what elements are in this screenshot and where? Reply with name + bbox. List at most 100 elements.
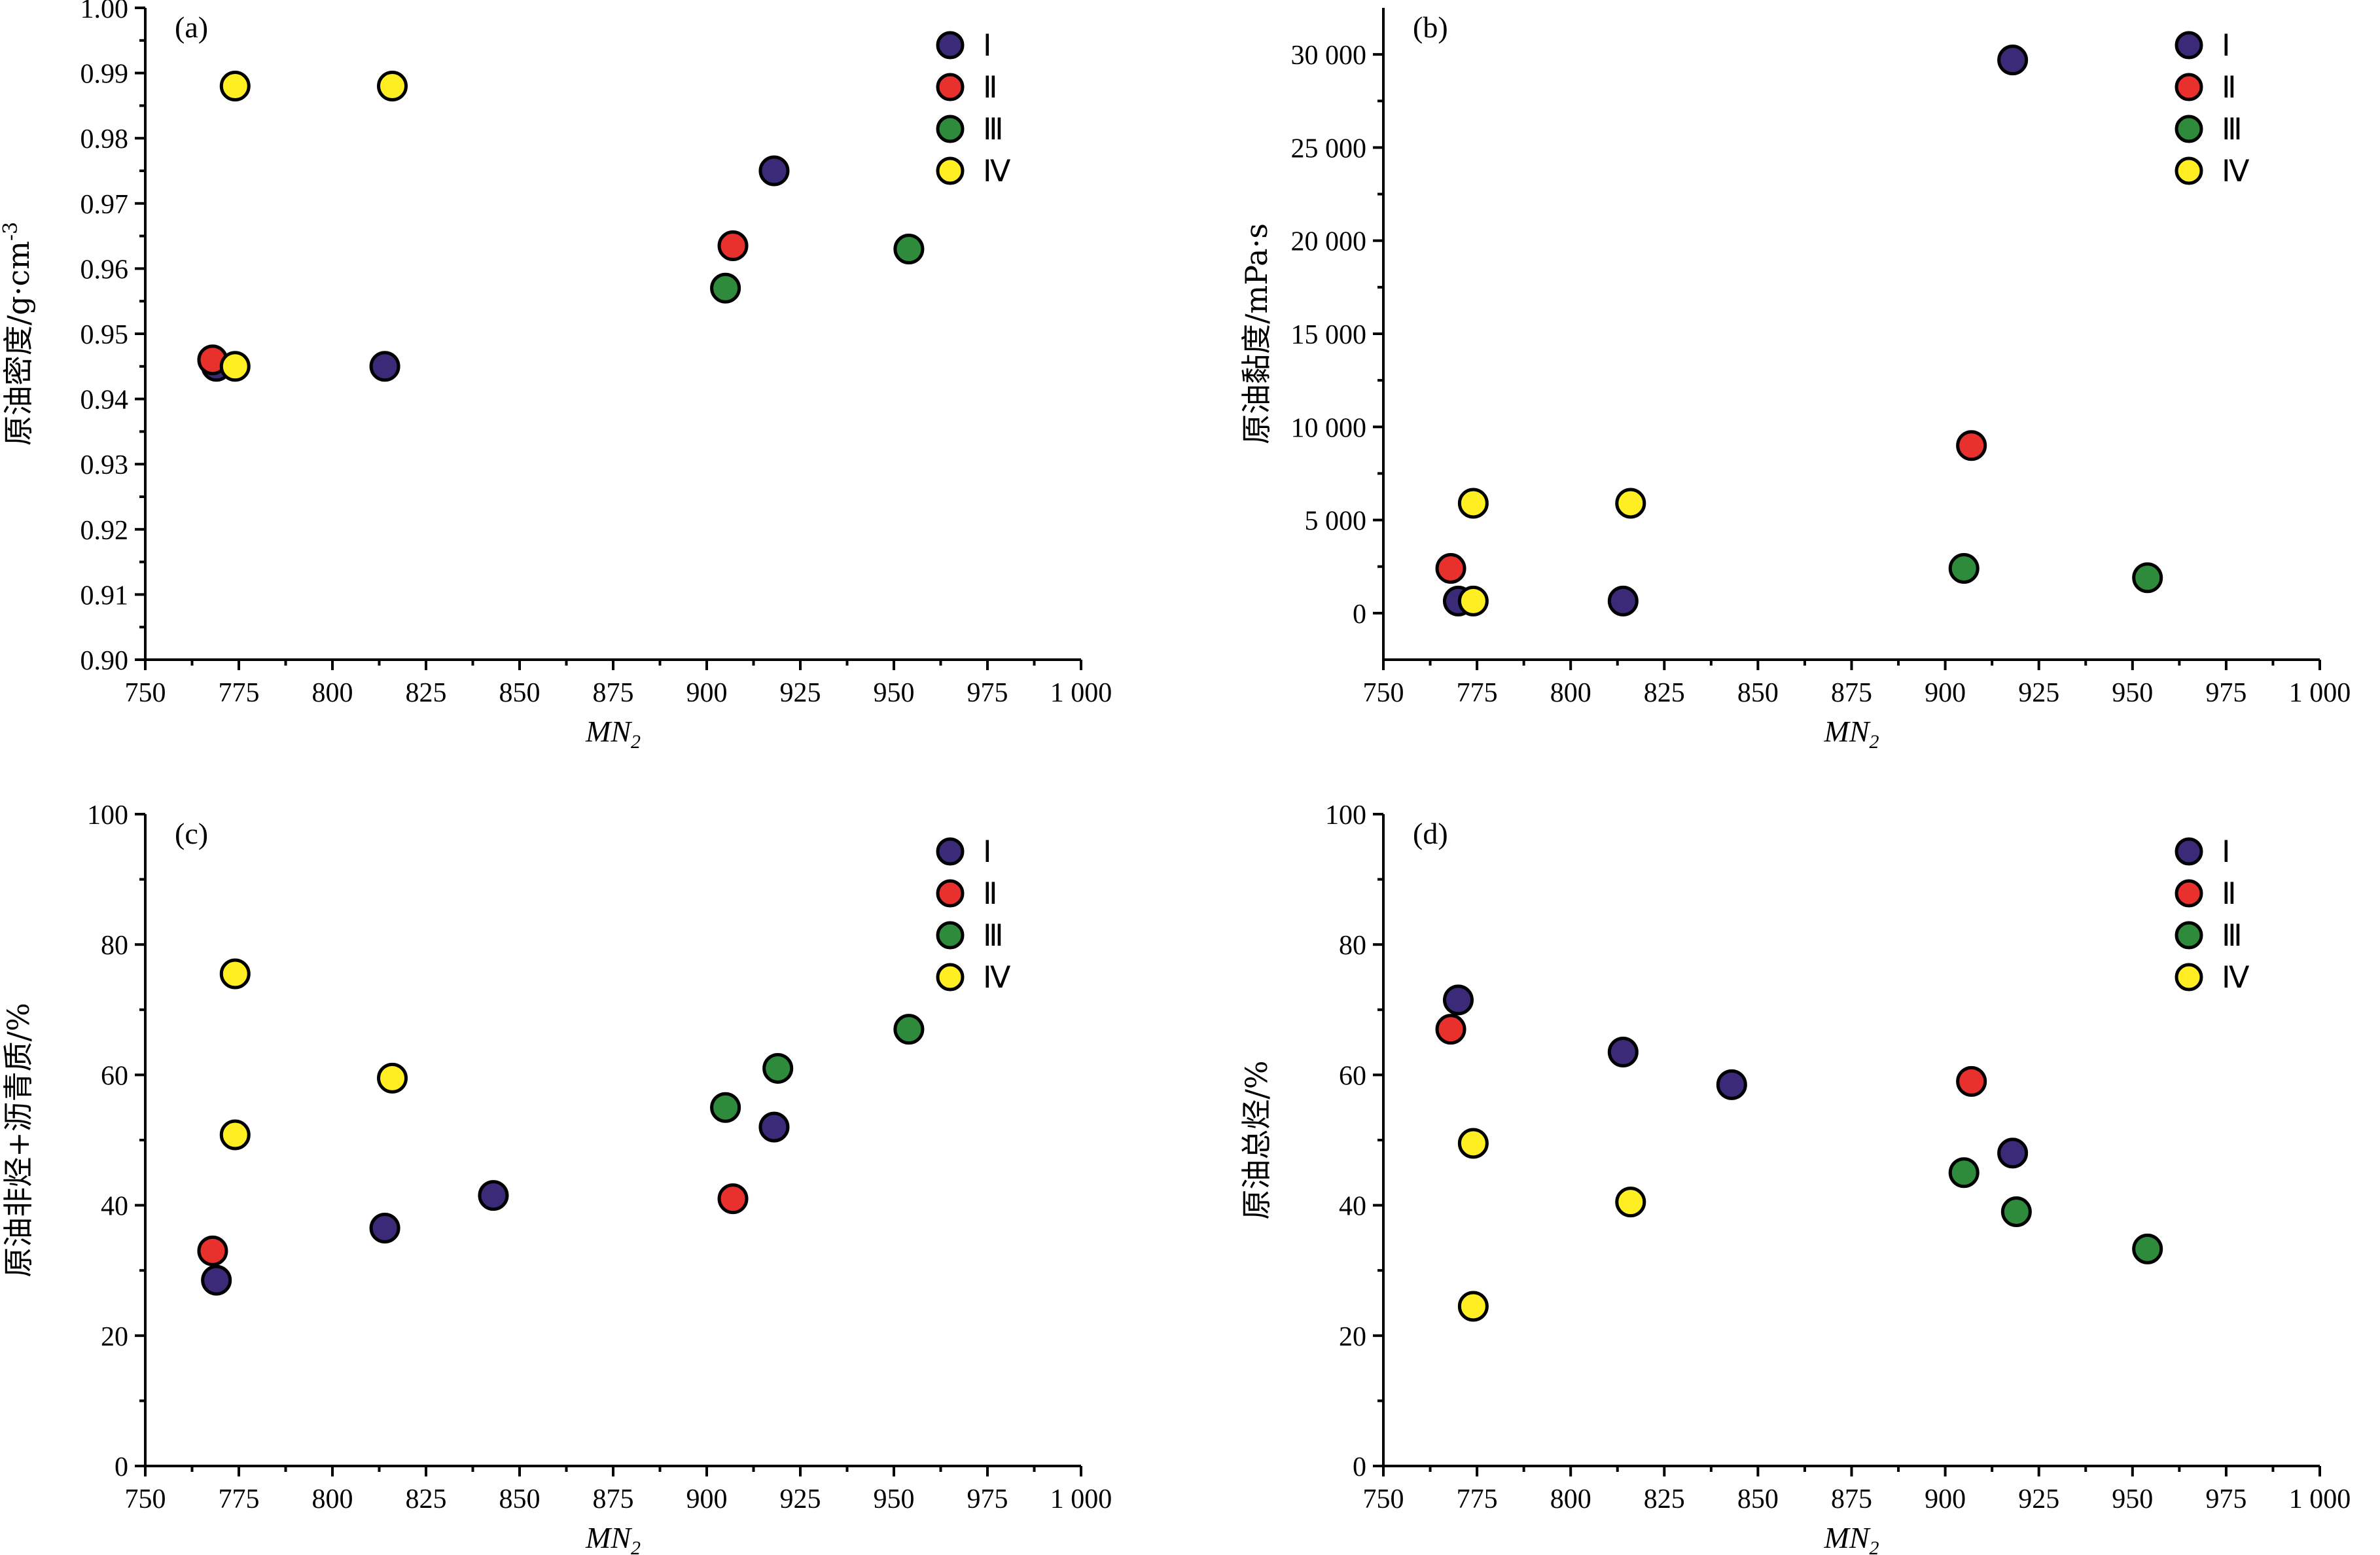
x-tick-label: 925 xyxy=(780,1484,821,1514)
data-point xyxy=(1956,430,1987,461)
y-tick-label: 80 xyxy=(1339,931,1366,961)
y-tick-label: 60 xyxy=(101,1061,128,1091)
data-point xyxy=(1435,1014,1466,1045)
x-tick-label: 750 xyxy=(125,1484,166,1514)
y-tick-label: 40 xyxy=(101,1192,128,1222)
x-tick-label: 1 000 xyxy=(1050,1484,1112,1514)
y-tick-label: 0 xyxy=(1353,1452,1366,1482)
x-tick-label: 825 xyxy=(406,1484,447,1514)
data-point xyxy=(710,1092,741,1123)
x-tick-label: 850 xyxy=(499,1484,541,1514)
y-tick-label: 20 xyxy=(101,1322,128,1352)
panel-4: 750 775 800 825 850 875 900 925 950 975 1 000 0 20 40… xyxy=(1239,800,2351,1555)
panel-label: (d) xyxy=(1413,817,1448,850)
data-point xyxy=(2132,1233,2163,1264)
y-tick-label: 100 xyxy=(1325,800,1366,831)
panel-label: (b) xyxy=(1413,10,1448,44)
legend-marker-II xyxy=(936,73,965,101)
y-tick-label: 20 000 xyxy=(1291,227,1367,257)
x-tick-label: 750 xyxy=(1363,1484,1404,1514)
x-tick-label: 875 xyxy=(593,1484,634,1514)
x-tick-label: 800 xyxy=(312,1484,353,1514)
data-point xyxy=(1457,585,1489,617)
x-axis-title-main: MN xyxy=(1824,1521,1871,1554)
x-axis-title: MN2 xyxy=(1824,715,1879,753)
panel-label: (c) xyxy=(175,817,208,850)
data-point xyxy=(1435,553,1466,584)
data-point xyxy=(219,71,251,102)
data-point xyxy=(219,958,251,990)
y-tick-label: 30 000 xyxy=(1291,41,1367,71)
data-point xyxy=(758,155,790,187)
x-axis-title-main: MN xyxy=(585,715,632,748)
y-tick-label: 0.90 xyxy=(80,646,129,676)
legend-label-IV: Ⅳ xyxy=(2222,154,2250,188)
data-point xyxy=(758,1111,790,1143)
data-point xyxy=(369,1212,400,1243)
data-point xyxy=(1997,45,2029,76)
data-point xyxy=(201,1264,232,1296)
x-tick-label: 975 xyxy=(2205,678,2247,708)
x-tick-label: 975 xyxy=(2205,1484,2247,1514)
data-point xyxy=(762,1052,794,1084)
legend-label-IV: Ⅳ xyxy=(2222,961,2250,994)
data-point xyxy=(893,234,925,265)
x-tick-label: 875 xyxy=(1831,678,1872,708)
data-point xyxy=(219,1119,251,1151)
legend-marker-III xyxy=(936,921,965,950)
data-point xyxy=(197,1235,228,1266)
panel-1: 750 775 800 825 850 875 900 925 950 975 1 000 0.90 0… xyxy=(0,0,1112,753)
y-tick-label: 0.99 xyxy=(80,60,129,90)
x-tick-label: 900 xyxy=(686,1484,728,1514)
data-point xyxy=(377,1062,408,1094)
x-axis-title-main: MN xyxy=(585,1521,632,1554)
y-tick-label: 0.97 xyxy=(80,190,129,220)
data-point xyxy=(1442,984,1474,1016)
legend-label-I: Ⅰ xyxy=(2222,835,2231,868)
x-axis-title: MN2 xyxy=(1824,1521,1879,1555)
x-tick-label: 825 xyxy=(406,678,447,708)
y-axis-title: 原油总烃/% xyxy=(1239,1060,1274,1219)
x-tick-label: 950 xyxy=(2112,678,2153,708)
legend-label-IV: Ⅳ xyxy=(983,154,1011,188)
data-point xyxy=(1457,488,1489,519)
legend-label-III: Ⅲ xyxy=(983,113,1004,146)
legend-marker-III xyxy=(2175,115,2203,143)
data-point xyxy=(2000,1196,2032,1228)
x-axis-title-subscript: 2 xyxy=(1870,731,1879,753)
legend-marker-IV xyxy=(936,156,965,185)
data-point xyxy=(893,1014,925,1045)
data-point xyxy=(1615,488,1646,519)
data-point xyxy=(1948,553,1980,584)
y-tick-label: 0.92 xyxy=(80,516,129,546)
legend-marker-III xyxy=(2175,921,2203,950)
x-tick-label: 950 xyxy=(874,678,915,708)
x-tick-label: 875 xyxy=(593,678,634,708)
legend-marker-II xyxy=(2175,73,2203,101)
x-tick-label: 975 xyxy=(967,678,1008,708)
x-tick-label: 750 xyxy=(125,678,166,708)
legend-marker-I xyxy=(2175,31,2203,60)
x-tick-label: 925 xyxy=(780,678,821,708)
x-tick-label: 950 xyxy=(874,1484,915,1514)
legend-marker-III xyxy=(936,115,965,143)
y-axis-title-main: 原油非烃+沥青质/% xyxy=(1,1003,36,1278)
data-point xyxy=(377,71,408,102)
x-axis-title-subscript: 2 xyxy=(631,1537,641,1555)
data-point xyxy=(1956,1065,1987,1097)
data-point xyxy=(1615,1187,1646,1218)
x-tick-label: 775 xyxy=(1457,678,1498,708)
x-axis-title-main: MN xyxy=(1824,715,1871,748)
y-tick-label: 15 000 xyxy=(1291,320,1367,350)
x-tick-label: 800 xyxy=(1550,678,1591,708)
x-tick-label: 925 xyxy=(2018,1484,2059,1514)
data-point xyxy=(369,351,400,382)
legend-label-IV: Ⅳ xyxy=(983,961,1011,994)
y-tick-label: 0 xyxy=(1353,599,1366,630)
x-tick-label: 800 xyxy=(312,678,353,708)
panel-3: 750 775 800 825 850 875 900 925 950 975 1 000 0 20 40… xyxy=(1,800,1112,1555)
data-point xyxy=(2132,562,2163,594)
legend-label-II: Ⅱ xyxy=(2222,877,2237,910)
y-tick-label: 0.93 xyxy=(80,450,129,480)
y-tick-label: 100 xyxy=(87,800,128,831)
